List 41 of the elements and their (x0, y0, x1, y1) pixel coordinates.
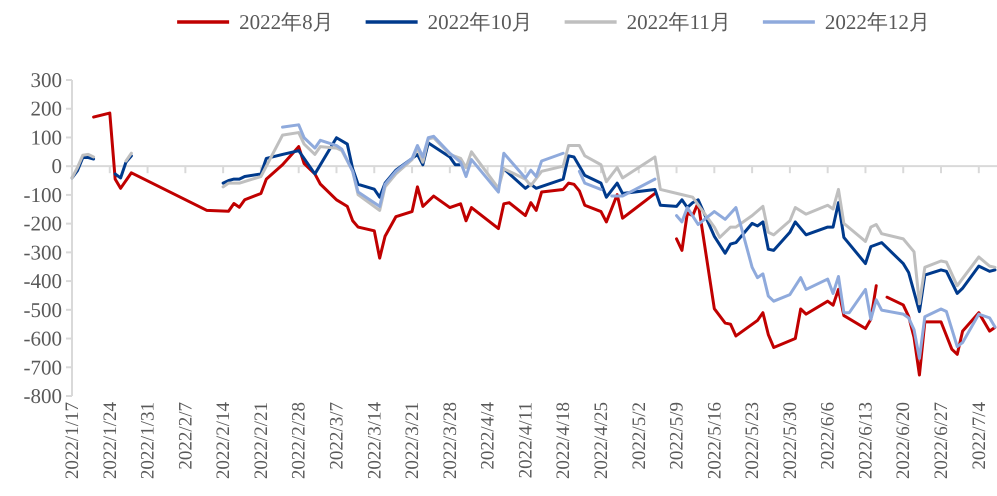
x-tick-label: 2022/2/7 (175, 402, 196, 470)
y-tick-label: -400 (24, 269, 62, 294)
y-tick-label: -600 (24, 326, 62, 351)
y-tick-label: 200 (30, 96, 62, 121)
x-tick-label: 2022/2/21 (250, 402, 272, 480)
x-tick-label: 2022/6/13 (855, 402, 876, 480)
y-tick-label: -800 (24, 384, 62, 408)
y-tick-label: -700 (24, 355, 62, 380)
y-tick-label: 0 (52, 154, 62, 178)
x-tick-label: 2022/4/25 (590, 402, 612, 480)
x-tick-label: 2022/1/24 (100, 402, 121, 480)
x-tick-label: 2022/2/28 (288, 402, 310, 480)
legend-label: 2022年11月 (626, 10, 731, 34)
x-tick-label: 2022/5/16 (704, 402, 726, 480)
x-tick-label: 2022/5/30 (780, 402, 801, 480)
legend-label: 2022年12月 (824, 10, 930, 34)
x-tick-label: 2022/3/21 (402, 402, 424, 480)
x-tick-label: 2022/1/31 (138, 402, 159, 480)
y-tick-label: -300 (24, 240, 62, 264)
legend-label: 2022年8月 (239, 10, 334, 34)
x-tick-label: 2022/6/20 (893, 402, 914, 480)
y-tick-label: 100 (30, 125, 62, 150)
x-tick-label: 2022/1/17 (62, 402, 83, 480)
x-tick-label: 2022/6/27 (931, 402, 952, 480)
y-tick-label: -500 (24, 298, 62, 322)
x-tick-label: 2022/5/23 (742, 402, 764, 480)
x-tick-label: 2022/4/11 (515, 402, 536, 478)
x-tick-label: 2022/3/14 (364, 402, 386, 480)
y-tick-label: -200 (24, 212, 62, 236)
x-tick-label: 2022/4/18 (553, 402, 574, 480)
y-tick-label: 300 (30, 68, 62, 92)
x-tick-label: 2022/5/2 (628, 402, 650, 470)
legend-label: 2022年10月 (428, 10, 533, 34)
x-tick-label: 2022/5/9 (666, 402, 688, 470)
x-tick-label: 2022/2/14 (213, 402, 234, 480)
x-tick-label: 2022/3/28 (440, 402, 461, 480)
x-tick-label: 2022/6/6 (818, 402, 839, 470)
y-tick-label: -100 (24, 182, 62, 207)
x-tick-label: 2022/4/4 (478, 402, 499, 470)
x-tick-label: 2022/7/4 (968, 402, 990, 470)
x-tick-label: 2022/3/7 (326, 402, 348, 470)
